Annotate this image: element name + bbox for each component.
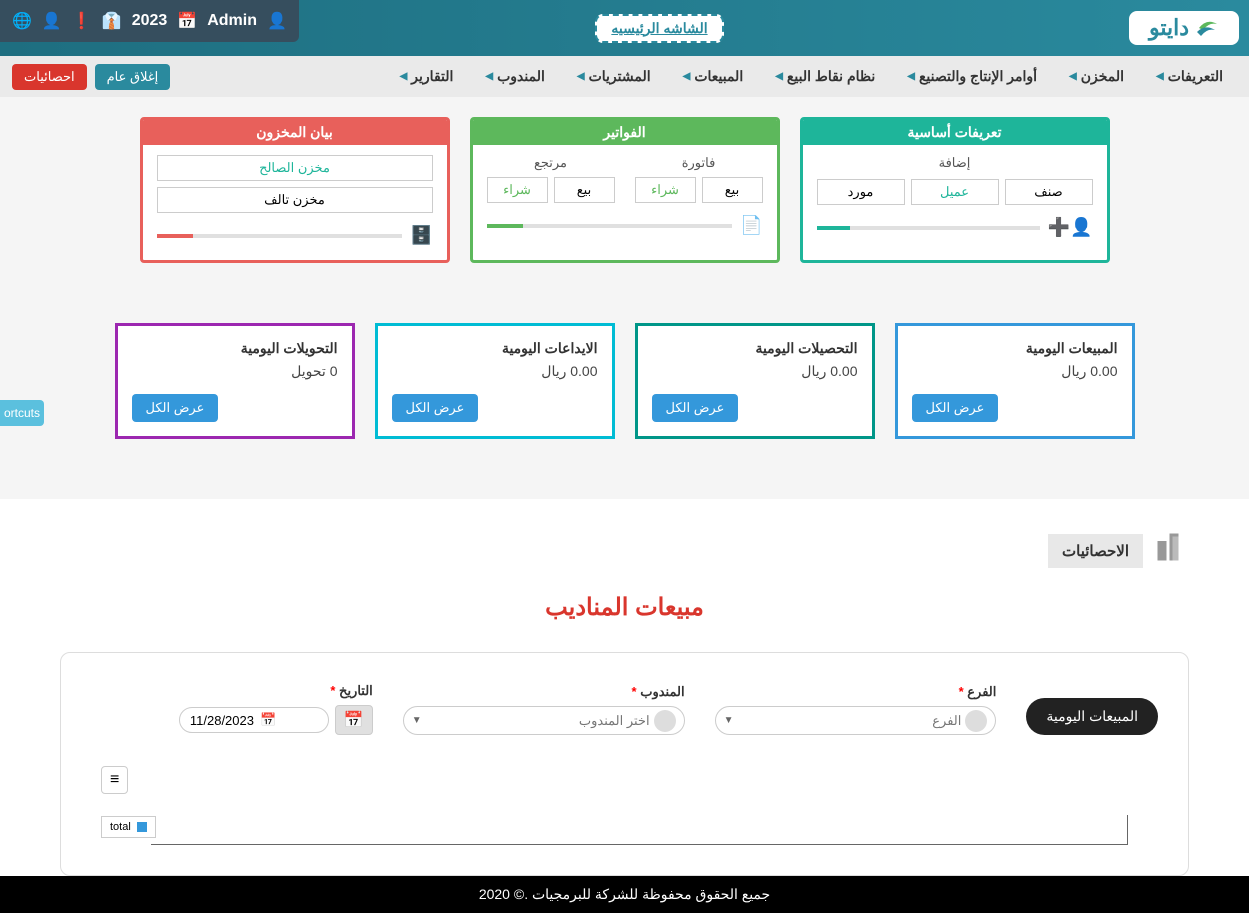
- nav-purchases[interactable]: المشتريات◀: [563, 62, 665, 91]
- card-bills-header: الفواتير: [473, 120, 777, 145]
- branch-input[interactable]: [733, 709, 965, 732]
- user-plus-icon: 👤➕: [1048, 217, 1093, 238]
- add-item-button[interactable]: صنف: [1005, 179, 1093, 205]
- add-supplier-button[interactable]: مورد: [817, 179, 905, 205]
- chevron-left-icon: ◀: [577, 71, 585, 82]
- return-label: مرتجع: [487, 155, 615, 171]
- globe-icon[interactable]: 🌐: [12, 11, 32, 31]
- nav-pos[interactable]: نظام نقاط البيع◀: [761, 62, 889, 91]
- stats-section: الاحصائيات مبيعات المناديب المبيعات اليو…: [0, 499, 1249, 876]
- card-bills: الفواتير فاتورة بيع شراء مرتجع بيع: [470, 117, 780, 263]
- stats-title: مبيعات المناديب: [0, 593, 1249, 622]
- chart-menu-button[interactable]: ≡: [101, 766, 128, 794]
- daily-deposits-card: الايداعات اليومية 0.00 ريال عرض الكل: [375, 323, 615, 439]
- daily-collections-value: 0.00 ريال: [652, 363, 858, 380]
- date-label: التاريخ *: [91, 683, 373, 699]
- chevron-left-icon: ◀: [1069, 71, 1077, 82]
- chevron-left-icon: ◀: [485, 71, 493, 82]
- branch-select[interactable]: ▼: [715, 706, 997, 735]
- daily-deposits-title: الايداعات اليومية: [392, 340, 598, 357]
- daily-sales-value: 0.00 ريال: [912, 363, 1118, 380]
- card-definitions-subtitle: إضافة: [817, 155, 1093, 171]
- user2-icon[interactable]: 👤: [42, 11, 62, 31]
- logo[interactable]: دايتو: [1129, 11, 1239, 45]
- daily-transfers-title: التحويلات اليومية: [132, 340, 338, 357]
- nav-definitions[interactable]: التعريفات◀: [1142, 62, 1237, 91]
- stock-valid-button[interactable]: مخزن الصالح: [157, 155, 433, 181]
- stats-header-label: الاحصائيات: [1048, 534, 1143, 568]
- invoice-buy-button[interactable]: شراء: [635, 177, 696, 203]
- nav-sales[interactable]: المبيعات◀: [669, 62, 758, 91]
- close-year-button[interactable]: إغلاق عام: [95, 64, 171, 90]
- nav-menu: التعريفات◀ المخزن◀ أوامر الإنتاج والتصني…: [0, 56, 1249, 97]
- alert-icon[interactable]: ❗: [72, 11, 92, 31]
- calendar-icon: 📅: [177, 11, 197, 31]
- legend-color-icon: [137, 822, 147, 832]
- add-client-button[interactable]: عميل: [911, 179, 999, 205]
- logo-text: دايتو: [1149, 15, 1189, 41]
- return-buy-button[interactable]: شراء: [487, 177, 548, 203]
- stats-panel: المبيعات اليومية الفرع * ▼ المندوب * ▼: [60, 652, 1189, 876]
- logo-swoosh-icon: [1195, 16, 1219, 40]
- chevron-left-icon: ◀: [1156, 71, 1164, 82]
- admin-bar: 👤 Admin 📅 2023 👔 ❗ 👤 🌐: [0, 0, 299, 42]
- chart-axis: [151, 815, 1128, 845]
- avatar-icon: [965, 710, 987, 732]
- return-sell-button[interactable]: بيع: [554, 177, 615, 203]
- daily-sales-card: المبيعات اليومية 0.00 ريال عرض الكل: [895, 323, 1135, 439]
- chevron-left-icon: ◀: [907, 71, 915, 82]
- daily-transfers-view-button[interactable]: عرض الكل: [132, 394, 219, 422]
- nav-production[interactable]: أوامر الإنتاج والتصنيع◀: [893, 62, 1051, 91]
- chevron-down-icon: ▼: [724, 715, 734, 726]
- card-definitions: تعريفات أساسية إضافة صنف عميل مورد 👤➕: [800, 117, 1110, 263]
- daily-deposits-value: 0.00 ريال: [392, 363, 598, 380]
- chevron-left-icon: ◀: [400, 71, 408, 82]
- building-icon: [1153, 529, 1189, 573]
- card-definitions-header: تعريفات أساسية: [803, 120, 1107, 145]
- rep-input[interactable]: [422, 709, 654, 732]
- daily-collections-view-button[interactable]: عرض الكل: [652, 394, 739, 422]
- date-picker-button[interactable]: 📅: [335, 705, 373, 735]
- user-icon: 👤: [267, 11, 287, 31]
- daily-transfers-value: 0 تحويل: [132, 363, 338, 380]
- date-input[interactable]: 11/28/2023 📅: [179, 707, 329, 733]
- invoice-sell-button[interactable]: بيع: [702, 177, 763, 203]
- nav-store[interactable]: المخزن◀: [1055, 62, 1138, 91]
- database-icon: 🗄️: [410, 225, 432, 246]
- org-icon[interactable]: 👔: [102, 11, 122, 31]
- chart-legend: total: [101, 816, 156, 838]
- branch-label: الفرع *: [715, 684, 997, 700]
- daily-sales-view-button[interactable]: عرض الكل: [912, 394, 999, 422]
- rep-label: المندوب *: [403, 684, 685, 700]
- nav-rep[interactable]: المندوب◀: [471, 62, 558, 91]
- home-link[interactable]: الشاشه الرئيسيه: [595, 14, 723, 43]
- chevron-left-icon: ◀: [775, 71, 783, 82]
- document-icon: 📄: [740, 215, 762, 236]
- chart-area: ≡ total: [91, 765, 1158, 845]
- daily-collections-title: التحصيلات اليومية: [652, 340, 858, 357]
- shortcuts-tab[interactable]: ortcuts: [0, 400, 44, 426]
- footer: جميع الحقوق محفوظة للشركة للبرمجيات .© 2…: [0, 876, 1249, 913]
- admin-username: Admin: [207, 12, 257, 30]
- admin-year: 2023: [132, 12, 168, 30]
- daily-sales-title: المبيعات اليومية: [912, 340, 1118, 357]
- stats-button[interactable]: احصائيات: [12, 64, 87, 90]
- rep-select[interactable]: ▼: [403, 706, 685, 735]
- card-stock-header: بيان المخزون: [143, 120, 447, 145]
- daily-collections-card: التحصيلات اليومية 0.00 ريال عرض الكل: [635, 323, 875, 439]
- card-stock: بيان المخزون مخزن الصالح مخزن تالف 🗄️: [140, 117, 450, 263]
- calendar-small-icon: 📅: [260, 712, 276, 728]
- stock-damaged-button[interactable]: مخزن تالف: [157, 187, 433, 213]
- daily-transfers-card: التحويلات اليومية 0 تحويل عرض الكل: [115, 323, 355, 439]
- avatar-icon: [654, 710, 676, 732]
- daily-sales-filter-button[interactable]: المبيعات اليومية: [1026, 698, 1158, 735]
- daily-deposits-view-button[interactable]: عرض الكل: [392, 394, 479, 422]
- chevron-left-icon: ◀: [683, 71, 691, 82]
- invoice-label: فاتورة: [635, 155, 763, 171]
- nav-reports[interactable]: التقارير◀: [386, 62, 468, 91]
- chevron-down-icon: ▼: [412, 715, 422, 726]
